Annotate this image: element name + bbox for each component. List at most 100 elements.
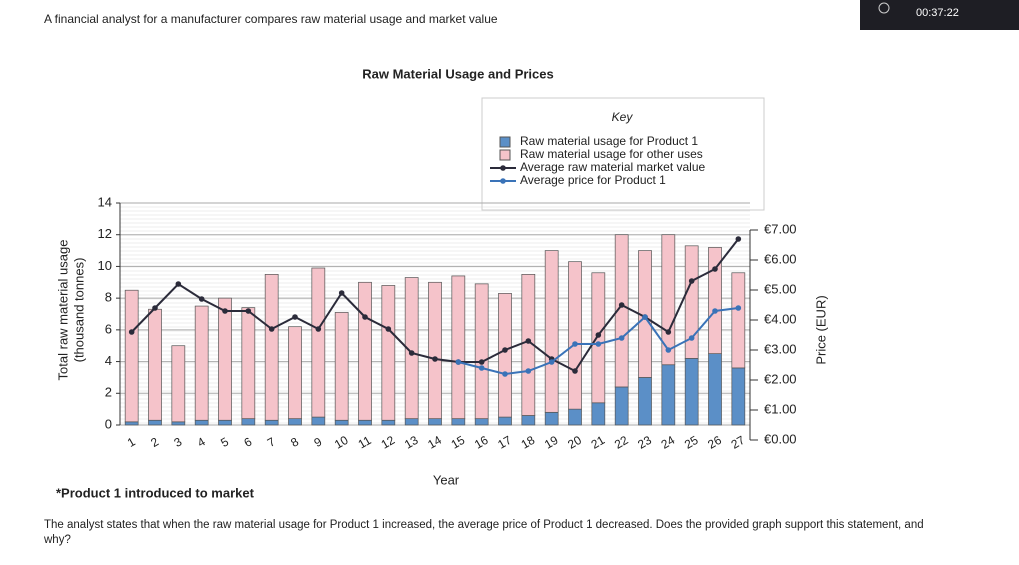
legend-title: Key [612,110,634,124]
line-marker [128,329,135,335]
bar-segment [708,247,722,354]
y2-tick-label: €6.00 [764,251,797,266]
x-tick-label: 20 [565,433,584,452]
bar-segment [474,418,489,426]
intro-text: A financial analyst for a manufacturer c… [44,12,498,26]
x-tick-label: 13 [402,433,421,452]
line-marker [362,314,368,320]
y-axis-label: (thousand tonnes) [71,258,86,363]
bar-segment [638,377,652,426]
line-marker [245,308,252,314]
y2-tick-label: €2.00 [764,371,797,386]
line-marker [688,278,695,284]
x-tick-label: 24 [659,433,678,452]
status-bar [860,0,1019,30]
y-axis-label: Total raw material usage [55,240,70,381]
line-marker [198,296,205,302]
bar-segment [404,418,419,426]
bar-segment [614,386,629,426]
bar-segment [544,250,559,413]
bar-segment [708,353,722,426]
line-marker [712,308,718,314]
bar-segment [194,305,209,421]
x-tick-label: 1 [125,434,138,450]
line-marker [502,371,508,377]
x-tick-label: 19 [542,433,561,452]
x-tick-label: 8 [288,434,301,450]
legend-swatch [499,149,511,161]
bar-segment [474,283,489,420]
bar-segment [731,367,746,426]
y2-tick-label: €3.00 [764,341,797,356]
y2-tick-label: €7.00 [764,221,797,236]
legend-swatch [500,178,506,184]
bar-segment [358,281,372,421]
legend-swatch [499,136,511,148]
x-tick-label: 4 [195,434,208,450]
line-marker [642,314,648,320]
x-tick-label: 21 [589,433,608,452]
legend-label: Raw material usage for other uses [520,147,703,161]
bar-segment [288,326,302,420]
line-marker [735,236,742,242]
bar-segment [381,419,396,426]
line-marker [408,350,415,356]
x-tick-label: 11 [356,433,374,452]
bar-segment [264,419,279,426]
y-tick-label: 2 [105,385,112,400]
x-tick-label: 6 [242,434,255,450]
footnote: *Product 1 introduced to market [56,485,255,500]
bar-segment [428,418,442,426]
line-marker [525,338,532,344]
bar-segment [498,416,512,426]
y-tick-label: 8 [105,290,112,305]
line-marker [385,326,392,332]
line-marker [665,347,672,353]
bar-segment [451,418,466,426]
legend-label: Average price for Product 1 [520,173,666,187]
chart-title: Raw Material Usage and Prices [362,66,553,81]
bar-segment [124,421,139,426]
question-text: The analyst states that when the raw mat… [44,519,924,546]
x-tick-label: 9 [312,434,325,450]
y2-tick-label: €5.00 [764,281,797,296]
clock-icon [878,2,890,14]
bar-segment [171,421,186,426]
y2-axis-label: Price (EUR) [813,295,828,364]
bar-segment [684,245,699,359]
line-marker [478,365,485,371]
timer: 00:37:22 [916,7,959,19]
line-marker [735,305,742,311]
line-marker [618,302,625,308]
bar-segment [334,312,349,421]
line-marker [502,347,508,353]
legend-label: Raw material usage for Product 1 [520,134,698,148]
y2-tick-label: €4.00 [764,311,797,326]
bar-segment [428,281,442,420]
line-marker [572,341,578,347]
bar-segment [521,415,536,426]
line-marker [175,281,182,287]
legend-box [481,97,765,211]
line-marker [618,335,625,341]
y-tick-label: 4 [105,353,112,368]
bar-segment [194,419,209,426]
bar-segment [264,274,279,421]
x-tick-label: 12 [379,433,398,452]
x-tick-label: 5 [218,434,231,450]
y-tick-label: 12 [98,226,112,241]
bar-segment [148,308,162,421]
bar-segment [591,402,606,426]
line-marker [222,308,228,314]
line-marker [432,356,438,362]
x-tick-label: 7 [265,434,278,450]
y2-tick-label: €1.00 [764,401,797,416]
x-tick-label: 3 [172,434,185,450]
line-marker [548,359,555,365]
bar-segment [288,418,302,426]
question-box: The analyst states that when the raw mat… [44,519,924,546]
x-tick-label: 17 [495,433,514,452]
line-marker [595,332,602,338]
line-marker [712,266,718,272]
